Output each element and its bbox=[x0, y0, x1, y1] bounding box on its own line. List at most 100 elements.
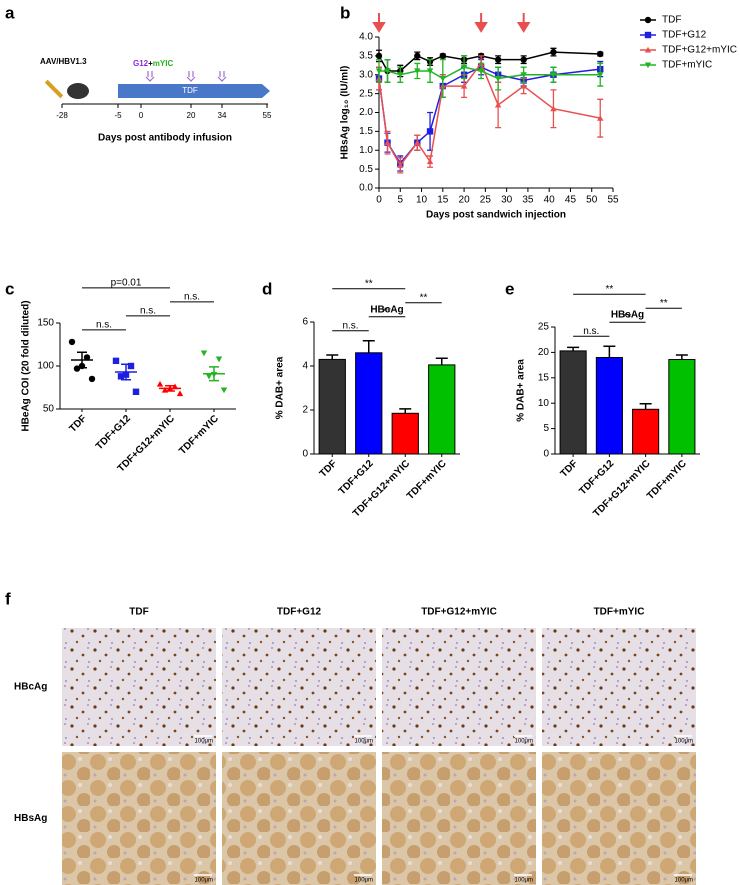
panel-label: c bbox=[5, 279, 14, 298]
x-tick-label: 5 bbox=[397, 195, 403, 206]
marker bbox=[597, 72, 604, 78]
y-axis-label: HBsAg log₁₀ (IU/ml) bbox=[340, 66, 351, 160]
error-bar bbox=[603, 345, 616, 358]
x-tick-label: 25 bbox=[480, 195, 492, 206]
comparison-label: n.s. bbox=[342, 320, 358, 331]
y-tick-label: 25 bbox=[538, 322, 550, 333]
marker bbox=[439, 52, 447, 60]
sem-bar bbox=[77, 351, 87, 369]
bar bbox=[428, 364, 456, 455]
scale-bar-label: 100μm bbox=[195, 878, 213, 884]
marker bbox=[73, 365, 81, 372]
x-tick-label: TDF+G12 bbox=[94, 413, 133, 452]
legend-marker bbox=[644, 62, 652, 69]
marker bbox=[477, 68, 485, 75]
y-tick-label: 0 bbox=[543, 449, 549, 460]
y-tick-label: 20 bbox=[538, 347, 550, 358]
timeline-tick-label: -5 bbox=[114, 111, 122, 120]
micrograph bbox=[222, 628, 376, 746]
timeline-tick-label: 55 bbox=[263, 111, 272, 120]
x-tick-label: 55 bbox=[607, 195, 619, 206]
error-bar bbox=[362, 339, 375, 353]
comparison-label: n.s. bbox=[184, 292, 200, 303]
micrograph bbox=[382, 628, 536, 746]
legend-label: TDF+mYIC bbox=[662, 60, 712, 71]
marker bbox=[117, 373, 125, 380]
scale-bar-label: 100μm bbox=[355, 878, 373, 884]
bar bbox=[668, 359, 696, 455]
x-tick-label: 30 bbox=[501, 195, 513, 206]
x-axis-label: Days post sandwich injection bbox=[426, 210, 566, 221]
marker bbox=[494, 56, 502, 63]
panel-label: e bbox=[505, 279, 514, 298]
marker bbox=[384, 139, 391, 146]
x-tick-label: TDF+mYIC bbox=[405, 458, 449, 502]
y-tick-label: 15 bbox=[538, 372, 550, 383]
row-label: HBsAg bbox=[14, 813, 47, 824]
scale-bar-label: 100μm bbox=[675, 739, 693, 745]
column-header: TDF+mYIC bbox=[594, 607, 645, 618]
bar bbox=[318, 358, 346, 455]
scale-bar-label: 100μm bbox=[355, 739, 373, 745]
series-line bbox=[378, 51, 601, 72]
comparison-label: n.s. bbox=[96, 320, 112, 331]
micrograph bbox=[542, 628, 696, 746]
x-tick-label: TDF bbox=[318, 458, 340, 480]
marker bbox=[375, 52, 383, 60]
marker bbox=[200, 350, 208, 357]
marker bbox=[550, 48, 557, 56]
treatment-arrow bbox=[118, 84, 270, 98]
sem-bar bbox=[121, 363, 131, 381]
y-tick-label: 3.0 bbox=[359, 69, 373, 80]
x-tick-label: 50 bbox=[586, 195, 598, 206]
marker bbox=[460, 82, 468, 89]
legend-marker bbox=[644, 46, 652, 53]
marker bbox=[460, 64, 468, 71]
comparison-label: ** bbox=[605, 284, 613, 295]
scale-bar-label: 100μm bbox=[195, 739, 213, 745]
error-bar bbox=[399, 408, 412, 414]
marker bbox=[397, 162, 404, 168]
y-tick-label: 2 bbox=[302, 405, 308, 416]
micrograph bbox=[542, 752, 696, 885]
error-bar bbox=[435, 357, 448, 365]
marker bbox=[68, 338, 76, 346]
y-tick-label: 4 bbox=[302, 361, 308, 372]
treatment-label: TDF bbox=[182, 86, 198, 95]
micrograph bbox=[62, 628, 216, 746]
injection-label: G12+mYIC bbox=[133, 59, 173, 68]
marker bbox=[88, 375, 96, 383]
x-tick-label: TDF+mYIC bbox=[177, 413, 221, 457]
column-header: TDF bbox=[129, 607, 148, 618]
scale-bar-label: 100μm bbox=[515, 878, 533, 884]
bar bbox=[632, 408, 660, 455]
legend-label: TDF bbox=[662, 15, 681, 26]
marker bbox=[375, 68, 383, 75]
marker bbox=[520, 72, 527, 78]
injection-arrow bbox=[372, 13, 386, 33]
bar bbox=[559, 350, 587, 455]
panel-label: b bbox=[340, 3, 350, 22]
y-axis-label: HBeAg COI (20 fold diluted) bbox=[21, 300, 32, 431]
comparison-label: ** bbox=[660, 298, 668, 309]
marker bbox=[112, 357, 120, 365]
marker bbox=[550, 105, 557, 112]
bar bbox=[391, 412, 419, 455]
marker bbox=[414, 139, 421, 146]
y-tick-label: 50 bbox=[43, 404, 55, 415]
timeline-tick-label: 34 bbox=[218, 111, 227, 120]
x-tick-label: 35 bbox=[522, 195, 534, 206]
marker bbox=[83, 354, 91, 361]
timeline-tick-label: -28 bbox=[56, 111, 68, 120]
comparison-label: n.s. bbox=[140, 306, 156, 317]
sem-bar bbox=[209, 366, 219, 382]
x-tick-label: 20 bbox=[459, 195, 471, 206]
marker bbox=[520, 56, 527, 63]
marker bbox=[156, 380, 164, 387]
y-tick-label: 5 bbox=[543, 423, 549, 434]
y-tick-label: 4.0 bbox=[359, 32, 373, 43]
marker bbox=[220, 387, 228, 394]
x-tick-label: TDF bbox=[559, 458, 581, 480]
comparison-label: n.s. bbox=[583, 326, 599, 337]
marker bbox=[494, 101, 502, 108]
